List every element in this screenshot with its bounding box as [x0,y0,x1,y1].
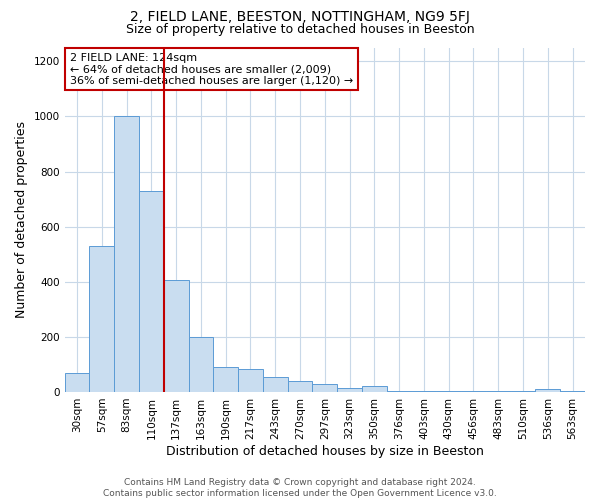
Bar [560,391,585,392]
Bar [535,389,560,392]
Bar [139,191,164,392]
Bar [387,390,412,392]
Bar [461,391,486,392]
Bar [89,246,114,392]
Bar [313,384,337,392]
Text: Size of property relative to detached houses in Beeston: Size of property relative to detached ho… [125,22,475,36]
Y-axis label: Number of detached properties: Number of detached properties [15,121,28,318]
Bar [436,391,461,392]
Bar [188,337,214,392]
Bar [511,391,535,392]
Bar [412,391,436,392]
Bar [486,391,511,392]
Bar [214,367,238,392]
Text: 2 FIELD LANE: 124sqm
← 64% of detached houses are smaller (2,009)
36% of semi-de: 2 FIELD LANE: 124sqm ← 64% of detached h… [70,52,353,86]
Bar [287,382,313,392]
Bar [362,386,387,392]
Bar [238,368,263,392]
Text: Contains HM Land Registry data © Crown copyright and database right 2024.
Contai: Contains HM Land Registry data © Crown c… [103,478,497,498]
Bar [164,280,188,392]
Text: 2, FIELD LANE, BEESTON, NOTTINGHAM, NG9 5FJ: 2, FIELD LANE, BEESTON, NOTTINGHAM, NG9 … [130,10,470,24]
Bar [65,373,89,392]
X-axis label: Distribution of detached houses by size in Beeston: Distribution of detached houses by size … [166,444,484,458]
Bar [114,116,139,392]
Bar [337,388,362,392]
Bar [263,377,287,392]
